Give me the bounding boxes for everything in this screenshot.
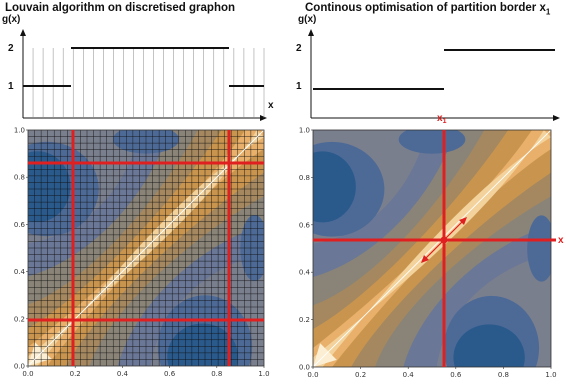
y-tick-label: 0.8: [299, 174, 310, 182]
x-tick-label: 0.8: [211, 370, 222, 378]
x-tick-label: 0.2: [70, 370, 81, 378]
x-tick-label: 0.0: [307, 371, 318, 379]
right-gradient-arrowhead-down: [421, 255, 429, 263]
left-step-xlabel: x: [268, 100, 274, 111]
y-tick-label: 0.4: [14, 268, 26, 276]
left-step-ylabel: g(x): [2, 14, 20, 25]
right-contour-ticks: 0.0 0.2 0.4 0.6 0.8 1.0 0.0 0.2 0.4 0.6 0.8 1.0: [299, 127, 557, 380]
right-gradient-arrow-up: [443, 220, 464, 241]
x-tick-label: 0.0: [22, 370, 33, 378]
x-tick-label: 0.8: [498, 371, 509, 379]
y-tick-label: 0.8: [14, 174, 25, 182]
y-tick-label: 1.0: [299, 127, 310, 135]
left-step-ytick-1: 1: [8, 81, 14, 92]
x-tick-label: 0.4: [117, 370, 129, 378]
left-diagonal: [28, 130, 264, 366]
y-tick-label: 0.2: [299, 316, 310, 324]
right-gradient-arrowhead-up: [459, 217, 467, 225]
right-border-label-right: x: [558, 235, 564, 246]
left-panel-title: Louvain algorithm on discretised graphon: [5, 2, 236, 14]
right-gradient-arrow-down: [424, 239, 445, 260]
y-tick-label: 0.0: [14, 363, 25, 371]
right-border-label-top: x1: [437, 113, 447, 125]
y-tick-label: 0.4: [299, 269, 311, 277]
left-step-grid-lines: [32, 48, 265, 118]
y-tick-label: 1.0: [14, 127, 25, 135]
x-tick-label: 1.0: [545, 371, 556, 379]
y-tick-label: 0.6: [299, 221, 311, 229]
left-discretisation-grid: [28, 130, 264, 366]
right-contour-frame: [312, 129, 552, 368]
right-step-x-arrow: [553, 115, 560, 121]
x-tick-label: 0.4: [403, 371, 415, 379]
y-tick-label: 0.2: [14, 315, 25, 323]
y-tick-label: 0.6: [14, 221, 26, 229]
right-step-ytick-2: 2: [296, 43, 302, 54]
left-step-plot: g(x) x 1 2: [2, 14, 274, 121]
right-diagonal: [313, 130, 551, 367]
y-tick-label: 0.0: [299, 364, 310, 372]
left-contour-ticks: 0.0 0.2 0.4 0.6 0.8 1.0 0.0 0.2 0.4 0.6 0.8 1.0: [14, 127, 270, 379]
left-step-x-arrow: [260, 115, 267, 121]
right-contour-fills: [313, 130, 551, 367]
right-step-ylabel: g(x): [298, 14, 316, 25]
x-tick-label: 0.6: [450, 371, 462, 379]
x-tick-label: 0.2: [355, 371, 366, 379]
left-contour-frame: [27, 129, 265, 367]
right-step-plot: g(x) 1 2: [296, 14, 560, 121]
right-step-ytick-1: 1: [296, 81, 302, 92]
left-step-y-arrow: [20, 29, 26, 36]
x-tick-label: 1.0: [258, 370, 269, 378]
right-panel-title: Continous optimisation of partition bord…: [305, 2, 551, 17]
right-contour-plot: x1 x 0.0 0.2 0.4 0.6 0.8 1.0 0.0 0.2 0.4 0.6 0.8 1.…: [299, 113, 564, 380]
x-tick-label: 0.6: [164, 370, 176, 378]
left-step-ytick-2: 2: [8, 43, 14, 54]
right-step-y-arrow: [308, 29, 314, 36]
left-contour-plot: 0.0 0.2 0.4 0.6 0.8 1.0 0.0 0.2 0.4 0.6 0.8 1.0: [14, 127, 270, 379]
